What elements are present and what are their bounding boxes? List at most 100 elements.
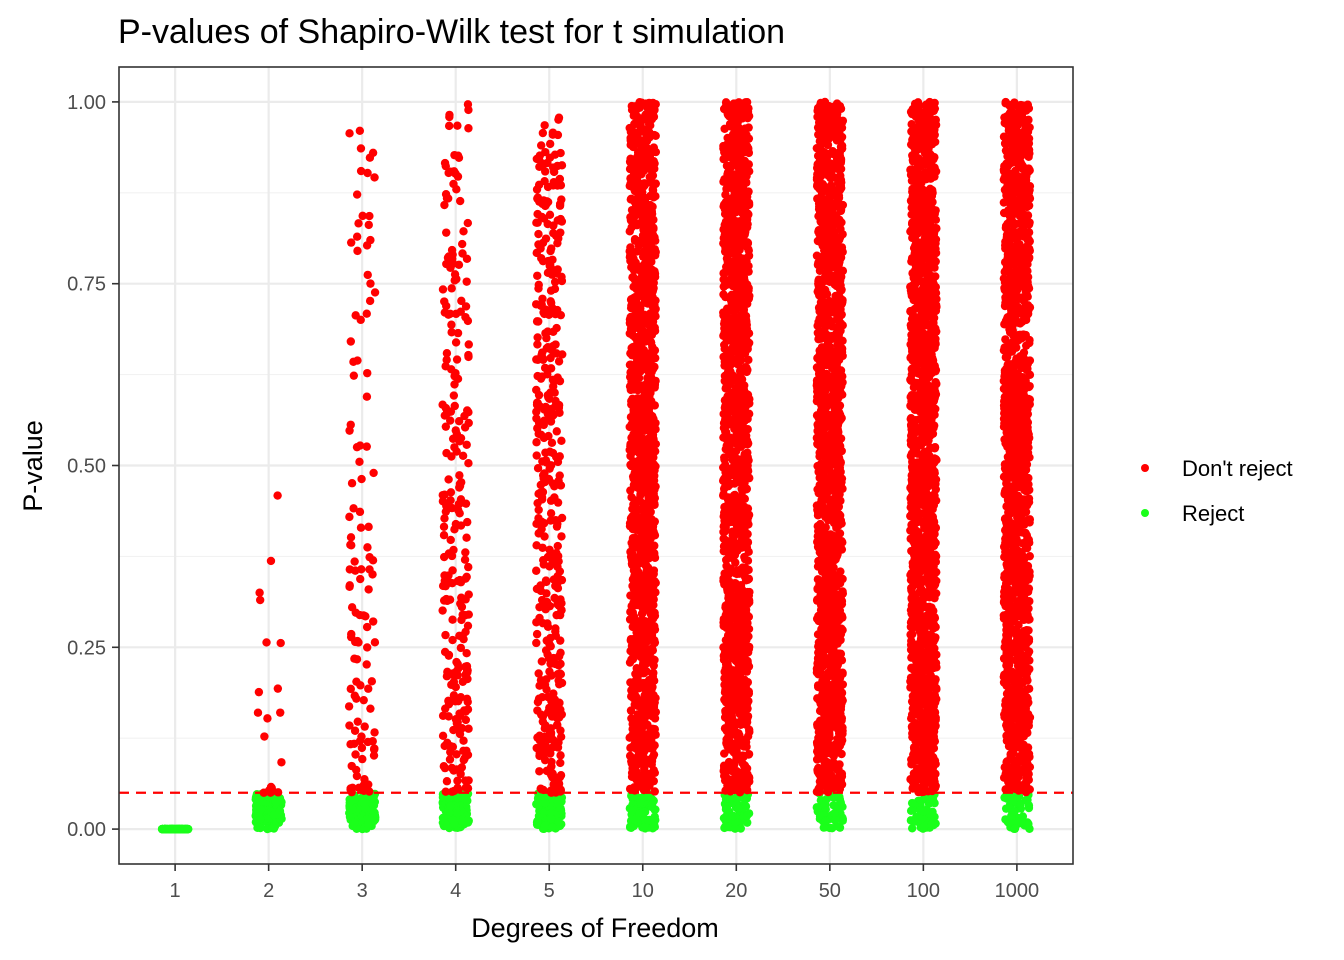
point-reject-df-4 <box>449 816 457 824</box>
point-dont-reject-df-20 <box>737 399 745 407</box>
point-dont-reject-df-3 <box>355 458 363 466</box>
point-dont-reject-df-10 <box>639 346 647 354</box>
point-dont-reject-df-10 <box>640 661 648 669</box>
point-dont-reject-df-2 <box>256 596 264 604</box>
point-dont-reject-df-5 <box>548 550 556 558</box>
point-dont-reject-df-4 <box>445 651 453 659</box>
point-dont-reject-df-5 <box>557 437 565 445</box>
point-dont-reject-df-20 <box>743 300 751 308</box>
point-dont-reject-df-5 <box>545 654 553 662</box>
point-dont-reject-df-4 <box>462 649 470 657</box>
point-dont-reject-df-4 <box>447 452 455 460</box>
point-dont-reject-df-4 <box>463 675 471 683</box>
point-dont-reject-df-4 <box>453 122 461 130</box>
point-dont-reject-df-3 <box>357 524 365 532</box>
point-dont-reject-df-4 <box>455 417 463 425</box>
point-reject-df-20 <box>731 825 739 833</box>
plot-panel <box>119 67 1073 864</box>
point-dont-reject-df-5 <box>535 767 543 775</box>
point-dont-reject-df-3 <box>349 504 357 512</box>
point-dont-reject-df-20 <box>723 740 731 748</box>
point-dont-reject-df-3 <box>368 677 376 685</box>
point-dont-reject-df-5 <box>535 391 543 399</box>
point-dont-reject-df-5 <box>534 230 542 238</box>
point-dont-reject-df-3 <box>365 212 373 220</box>
point-dont-reject-df-3 <box>364 685 372 693</box>
point-dont-reject-df-20 <box>732 447 740 455</box>
chart-title: P-values of Shapiro-Wilk test for t simu… <box>118 13 785 51</box>
point-dont-reject-df-10 <box>638 622 646 630</box>
point-dont-reject-df-5 <box>556 636 564 644</box>
point-dont-reject-df-10 <box>631 670 639 678</box>
point-dont-reject-df-5 <box>547 509 555 517</box>
point-dont-reject-df-3 <box>351 566 359 574</box>
point-dont-reject-df-20 <box>731 645 739 653</box>
point-dont-reject-df-4 <box>443 672 451 680</box>
point-dont-reject-df-5 <box>545 667 553 675</box>
point-dont-reject-df-20 <box>737 135 745 143</box>
point-dont-reject-df-20 <box>745 726 753 734</box>
point-dont-reject-df-5 <box>535 163 543 171</box>
point-dont-reject-df-10 <box>626 155 634 163</box>
point-dont-reject-df-5 <box>537 351 545 359</box>
point-dont-reject-df-4 <box>463 277 471 285</box>
point-dont-reject-df-20 <box>730 678 738 686</box>
point-dont-reject-df-10 <box>648 331 656 339</box>
point-dont-reject-df-4 <box>440 514 448 522</box>
point-dont-reject-df-4 <box>464 353 472 361</box>
point-reject-df-2 <box>269 824 277 832</box>
point-dont-reject-df-20 <box>743 667 751 675</box>
point-dont-reject-df-5 <box>556 611 564 619</box>
point-dont-reject-df-3 <box>346 541 354 549</box>
point-reject-df-4 <box>446 802 454 810</box>
point-dont-reject-df-5 <box>532 438 540 446</box>
point-dont-reject-df-20 <box>744 341 752 349</box>
point-dont-reject-df-20 <box>721 154 729 162</box>
point-dont-reject-df-5 <box>541 756 549 764</box>
point-dont-reject-df-10 <box>628 773 636 781</box>
point-dont-reject-df-5 <box>533 706 541 714</box>
point-dont-reject-df-10 <box>651 381 659 389</box>
point-dont-reject-df-10 <box>631 496 639 504</box>
point-dont-reject-df-3 <box>351 311 359 319</box>
point-reject-df-5 <box>547 815 555 823</box>
point-dont-reject-df-5 <box>547 762 555 770</box>
point-dont-reject-df-4 <box>441 631 449 639</box>
point-dont-reject-df-4 <box>449 726 457 734</box>
point-reject-df-5 <box>533 817 541 825</box>
point-dont-reject-df-4 <box>458 240 466 248</box>
point-dont-reject-df-20 <box>723 346 731 354</box>
point-dont-reject-df-20 <box>735 455 743 463</box>
point-dont-reject-df-20 <box>745 112 753 120</box>
point-dont-reject-df-5 <box>553 269 561 277</box>
point-dont-reject-df-20 <box>724 512 732 520</box>
point-dont-reject-df-4 <box>461 776 469 784</box>
point-dont-reject-df-5 <box>532 618 540 626</box>
point-dont-reject-df-20 <box>732 388 740 396</box>
point-dont-reject-df-5 <box>533 399 541 407</box>
point-dont-reject-df-5 <box>558 161 566 169</box>
point-dont-reject-df-20 <box>728 371 736 379</box>
point-dont-reject-df-4 <box>441 582 449 590</box>
point-dont-reject-df-20 <box>745 252 753 260</box>
point-dont-reject-df-20 <box>744 123 752 131</box>
point-dont-reject-df-20 <box>733 733 741 741</box>
point-dont-reject-df-5 <box>537 737 545 745</box>
point-dont-reject-df-20 <box>724 257 732 265</box>
point-dont-reject-df-20 <box>727 122 735 130</box>
point-reject-df-10 <box>649 815 657 823</box>
point-dont-reject-df-5 <box>551 627 559 635</box>
point-dont-reject-df-10 <box>636 710 644 718</box>
point-dont-reject-df-5 <box>556 481 564 489</box>
point-dont-reject-df-3 <box>352 608 360 616</box>
point-dont-reject-df-4 <box>457 578 465 586</box>
point-dont-reject-df-4 <box>458 631 466 639</box>
point-dont-reject-df-2 <box>273 491 281 499</box>
point-dont-reject-df-4 <box>458 249 466 257</box>
point-dont-reject-df-3 <box>364 523 372 531</box>
point-dont-reject-df-5 <box>540 121 548 129</box>
point-dont-reject-df-5 <box>549 229 557 237</box>
point-dont-reject-df-4 <box>444 475 452 483</box>
point-dont-reject-df-10 <box>628 315 636 323</box>
point-dont-reject-df-20 <box>744 104 752 112</box>
